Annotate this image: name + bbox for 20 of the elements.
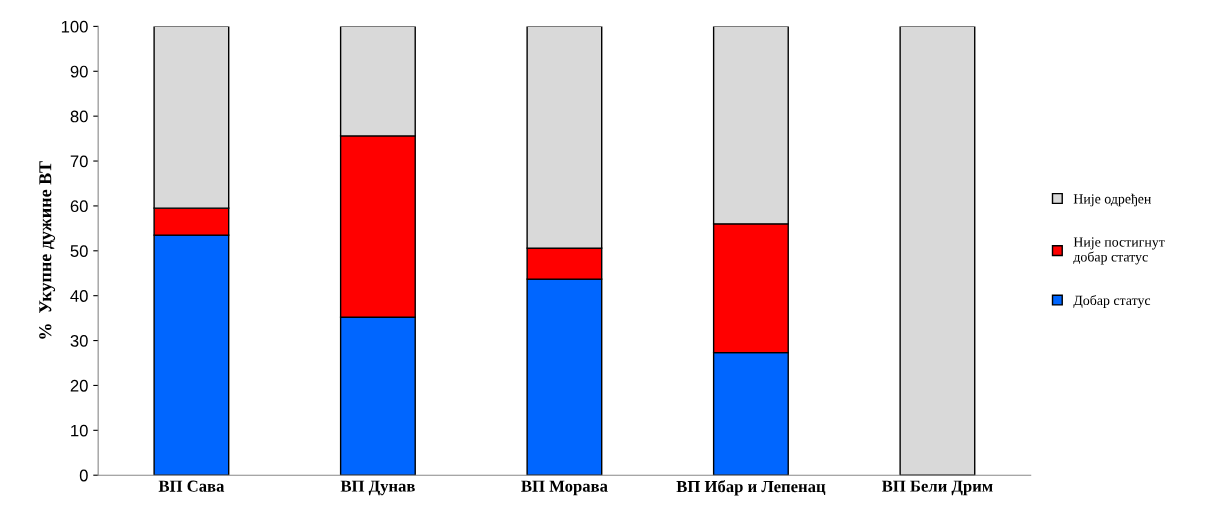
y-axis-title: % Укупне дужине ВТ (39, 161, 56, 339)
legend-label: Добар статус (1073, 294, 1151, 308)
y-tick-label: 20 (70, 379, 88, 392)
y-tick-label: 90 (70, 65, 88, 78)
legend-label: Није постигнут добар статус (1073, 237, 1165, 265)
x-tick-label: ВП Морава (521, 480, 608, 496)
y-tick-label: 40 (70, 290, 88, 302)
x-tick-label: ВП Дунав (340, 480, 415, 496)
y-tick-label: 10 (71, 424, 88, 437)
x-tick-label: ВП Бели Дрим (881, 480, 993, 496)
y-tick-label: 100 (61, 20, 88, 33)
y-tick-label: 60 (70, 200, 88, 213)
legend-label: Није одређен (1073, 193, 1151, 207)
y-tick-label: 30 (70, 334, 88, 347)
x-tick-label: ВП Ибар и Лепенац (676, 480, 826, 496)
y-tick-label: 80 (70, 110, 88, 123)
y-tick-label: 0 (79, 469, 88, 482)
y-tick-label: 50 (70, 245, 88, 257)
x-tick-label: ВП Сава (158, 480, 225, 492)
y-tick-label: 70 (70, 155, 88, 168)
